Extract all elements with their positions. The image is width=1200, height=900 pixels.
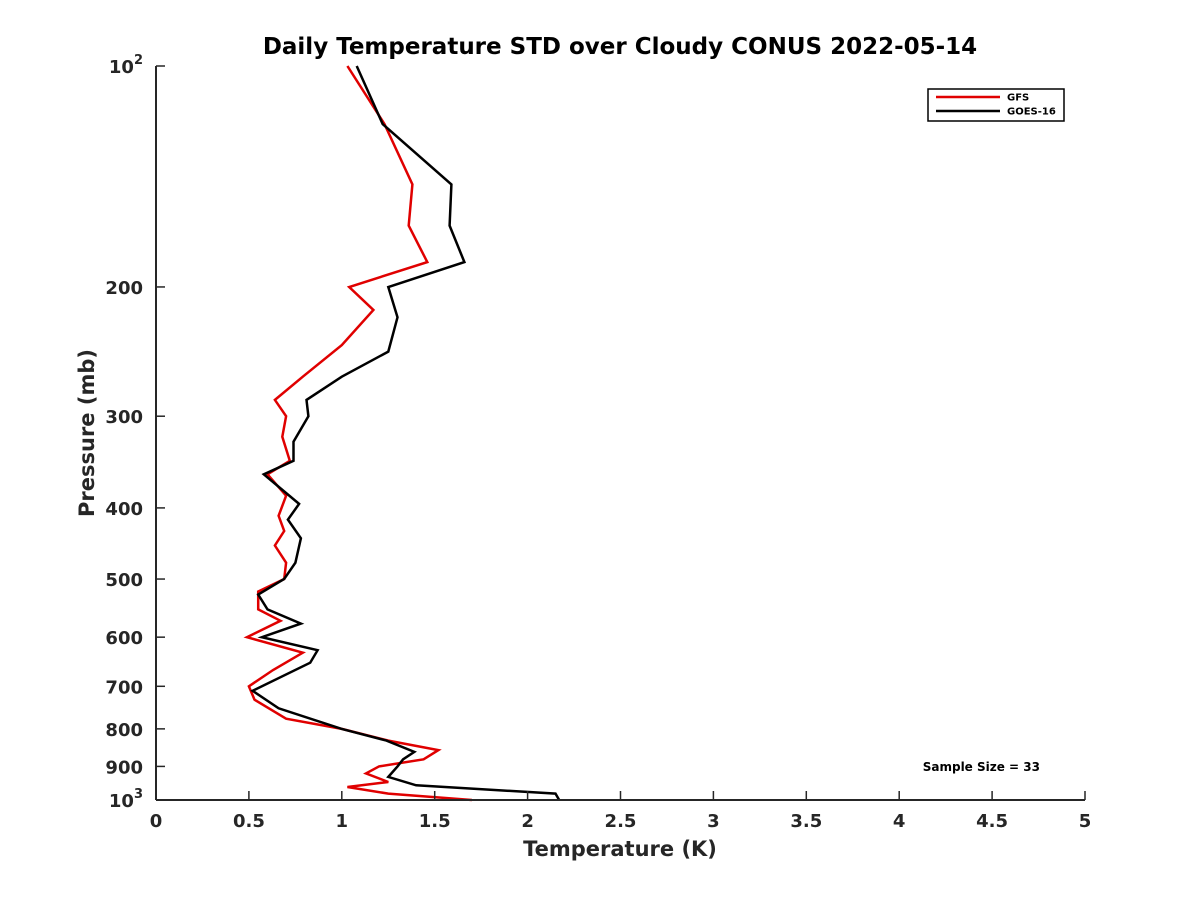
ticks-layer: 0 0.5 1 1.5 2 2.5 3 3.5 4 4.5 5 102 200 300 400 500 600 7… (105, 53, 1091, 832)
x-tick-label: 3.5 (790, 811, 822, 832)
x-tick-label: 4.5 (976, 811, 1008, 832)
x-tick-label: 1.5 (419, 811, 451, 832)
x-tick-label: 0.5 (233, 811, 265, 832)
series-line-goes16 (250, 65, 561, 801)
y-tick-label: 200 (105, 278, 143, 299)
x-tick-label: 4 (893, 811, 906, 832)
x-axis-label: Temperature (K) (523, 837, 717, 861)
y-tick-label: 103 (109, 787, 143, 812)
x-tick-label: 3 (707, 811, 720, 832)
x-tick-label: 1 (336, 811, 349, 832)
y-tick-label: 102 (109, 53, 143, 78)
y-tick-label: 900 (105, 757, 143, 778)
x-tick-label: 2 (521, 811, 534, 832)
y-tick-label: 300 (105, 407, 143, 428)
series-layer (243, 65, 561, 802)
legend-label-gfs: GFS (1007, 93, 1029, 104)
y-tick-label: 600 (105, 628, 143, 649)
legend: GFS GOES-16 (927, 88, 1065, 122)
y-tick-label: 700 (105, 677, 143, 698)
y-axis-label: Pressure (mb) (75, 349, 99, 517)
y-tick-label: 400 (105, 499, 143, 520)
chart-title: Daily Temperature STD over Cloudy CONUS … (263, 34, 977, 60)
y-tick-label: 800 (105, 720, 143, 741)
legend-box (927, 88, 1065, 122)
legend-label-goes16: GOES-16 (1007, 107, 1056, 118)
sample-size-annotation: Sample Size = 33 (923, 760, 1040, 774)
x-tick-label: 5 (1079, 811, 1092, 832)
y-tick-label: 500 (105, 570, 143, 591)
x-tick-label: 2.5 (605, 811, 637, 832)
x-tick-label: 0 (150, 811, 163, 832)
